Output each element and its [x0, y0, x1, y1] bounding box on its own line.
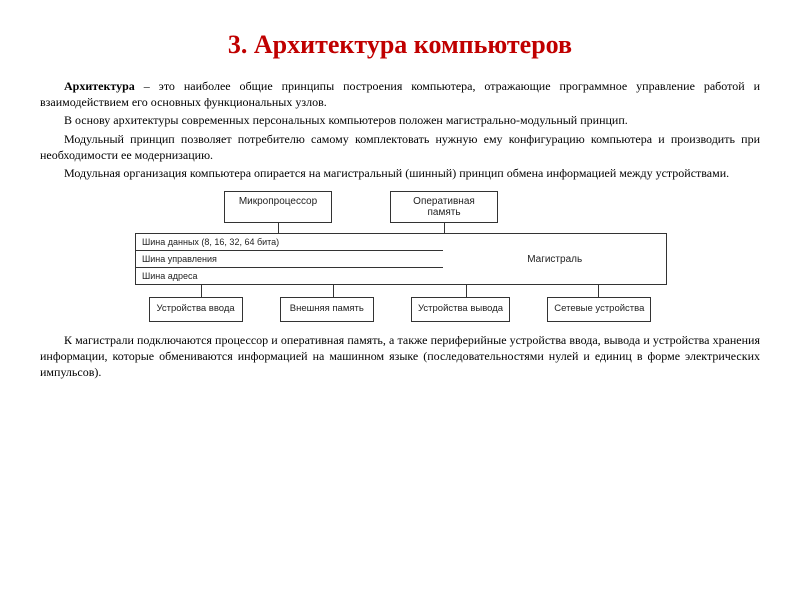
architecture-diagram: Микропроцессор Оперативная память Шина д…	[135, 191, 665, 322]
connector-line	[598, 285, 599, 297]
paragraph-4: Модульная организация компьютера опирает…	[40, 165, 760, 181]
node-network-devices: Сетевые устройства	[547, 297, 651, 322]
paragraph-3: Модульный принцип позволяет потребителю …	[40, 131, 760, 163]
paragraph-1-rest: – это наиболее общие принципы построения…	[40, 79, 760, 109]
connector-line	[444, 223, 445, 233]
node-external-memory: Внешняя память	[280, 297, 374, 322]
node-input-devices: Устройства ввода	[149, 297, 243, 322]
node-microprocessor: Микропроцессор	[224, 191, 332, 223]
paragraph-2: В основу архитектуры современных персона…	[40, 112, 760, 128]
paragraph-1: Архитектура – это наиболее общие принцип…	[40, 78, 760, 110]
bus-label: Магистраль	[443, 234, 666, 284]
connector-line	[333, 285, 334, 297]
page-title: 3. Архитектура компьютеров	[40, 30, 760, 60]
node-output-devices: Устройства вывода	[411, 297, 510, 322]
connector-line	[466, 285, 467, 297]
bus-block: Шина данных (8, 16, 32, 64 бита) Шина уп…	[135, 233, 667, 285]
bus-data-lane: Шина данных (8, 16, 32, 64 бита)	[136, 234, 443, 251]
connector-line	[201, 285, 202, 297]
term-architecture: Архитектура	[64, 79, 135, 93]
bus-address-lane: Шина адреса	[136, 268, 443, 284]
bus-control-lane: Шина управления	[136, 251, 443, 268]
connector-line	[278, 223, 279, 233]
node-ram: Оперативная память	[390, 191, 498, 223]
paragraph-5: К магистрали подключаются процессор и оп…	[40, 332, 760, 381]
